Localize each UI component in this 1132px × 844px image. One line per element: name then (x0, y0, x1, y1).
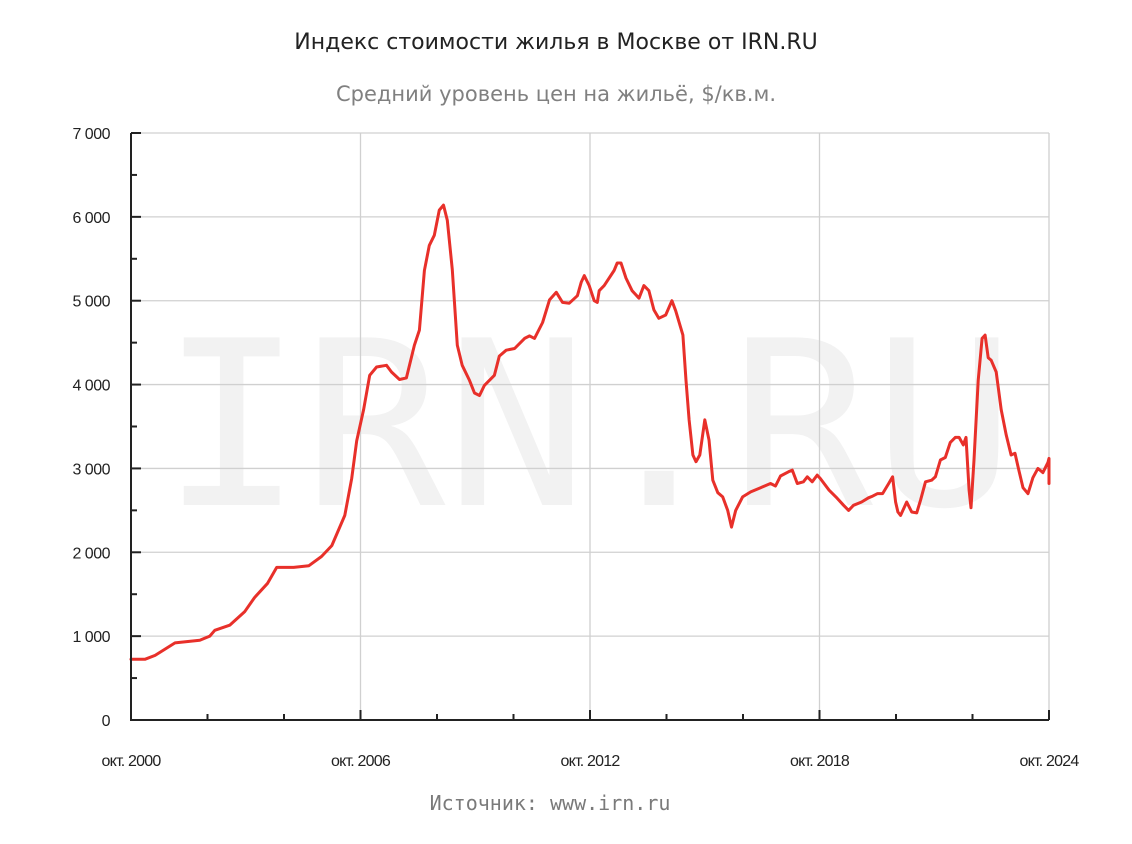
chart-title: Индекс стоимости жилья в Москве от IRN.R… (294, 30, 818, 55)
x-tick-label: окт. 2012 (561, 753, 621, 770)
y-tick-label: 3 000 (72, 461, 110, 478)
x-tick-label: окт. 2000 (102, 753, 162, 770)
y-tick-label: 1 000 (72, 629, 110, 646)
chart-subtitle: Средний уровень цен на жильё, $/кв.м. (335, 82, 777, 106)
source-note: Источник: www.irn.ru (429, 791, 671, 815)
watermark: IRN.RU (161, 293, 1016, 560)
watermark-text: IRN.RU (161, 293, 1016, 560)
axes (130, 132, 1050, 721)
x-axis-tick-labels: окт. 2000 окт. 2006 окт. 2012 окт. 2018 окт.… (102, 753, 1081, 770)
x-tick-label: окт. 2018 (790, 753, 850, 770)
x-tick-label: окт. 2024 (1020, 753, 1080, 770)
y-tick-label: 2 000 (72, 545, 110, 562)
y-tick-label: 5 000 (72, 294, 110, 311)
price-line (129, 203, 1051, 661)
y-tick-label: 6 000 (72, 210, 110, 227)
y-tick-label: 0 (102, 713, 111, 730)
y-tick-label: 7 000 (72, 126, 110, 143)
y-axis-tick-labels: 0 1 000 2 000 3 000 4 000 5 000 6 000 7 000 (72, 126, 111, 730)
price-series (129, 203, 1051, 661)
y-tick-label: 4 000 (72, 378, 110, 395)
x-tick-label: окт. 2006 (331, 753, 391, 770)
